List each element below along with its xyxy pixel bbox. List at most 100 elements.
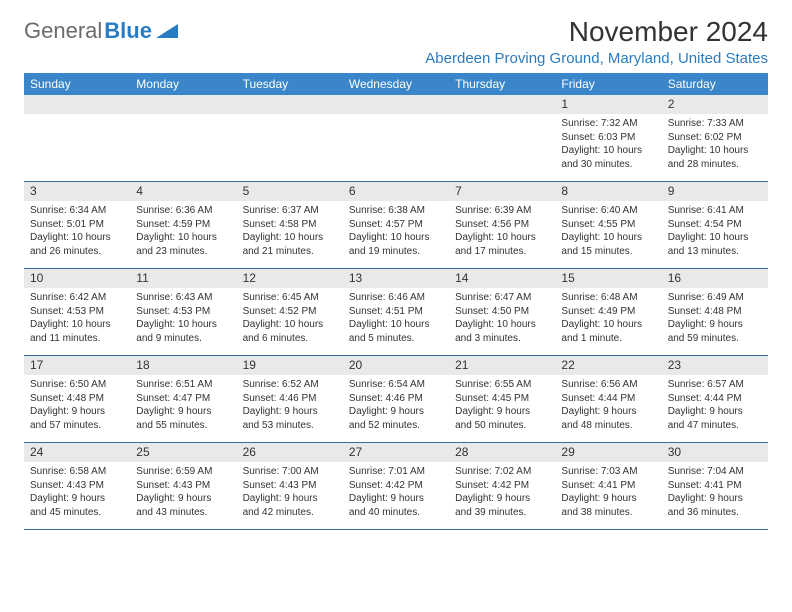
day-sunset: Sunset: 4:53 PM — [136, 305, 230, 319]
day-sunset: Sunset: 4:48 PM — [668, 305, 762, 319]
day-daylight1: Daylight: 10 hours — [349, 318, 443, 332]
day-daylight1: Daylight: 10 hours — [561, 318, 655, 332]
day-daylight2: and 45 minutes. — [30, 506, 124, 520]
day-details — [237, 114, 343, 181]
calendar-day-cell: 11Sunrise: 6:43 AMSunset: 4:53 PMDayligh… — [130, 269, 236, 356]
day-daylight2: and 47 minutes. — [668, 419, 762, 433]
day-sunset: Sunset: 4:48 PM — [30, 392, 124, 406]
day-details: Sunrise: 6:38 AMSunset: 4:57 PMDaylight:… — [343, 201, 449, 268]
day-daylight2: and 28 minutes. — [668, 158, 762, 172]
day-daylight1: Daylight: 10 hours — [243, 318, 337, 332]
day-sunrise: Sunrise: 7:02 AM — [455, 465, 549, 479]
day-daylight2: and 19 minutes. — [349, 245, 443, 259]
day-sunset: Sunset: 4:57 PM — [349, 218, 443, 232]
calendar-day-cell: 27Sunrise: 7:01 AMSunset: 4:42 PMDayligh… — [343, 443, 449, 530]
day-daylight2: and 11 minutes. — [30, 332, 124, 346]
day-header-row: Sunday Monday Tuesday Wednesday Thursday… — [24, 73, 768, 95]
calendar-day-cell: 7Sunrise: 6:39 AMSunset: 4:56 PMDaylight… — [449, 182, 555, 269]
day-sunrise: Sunrise: 6:48 AM — [561, 291, 655, 305]
day-daylight2: and 50 minutes. — [455, 419, 549, 433]
day-sunrise: Sunrise: 6:52 AM — [243, 378, 337, 392]
day-sunset: Sunset: 4:53 PM — [30, 305, 124, 319]
day-sunset: Sunset: 4:54 PM — [668, 218, 762, 232]
day-daylight2: and 9 minutes. — [136, 332, 230, 346]
day-daylight1: Daylight: 10 hours — [455, 231, 549, 245]
day-details: Sunrise: 6:37 AMSunset: 4:58 PMDaylight:… — [237, 201, 343, 268]
day-sunset: Sunset: 4:43 PM — [243, 479, 337, 493]
calendar-day-cell: 19Sunrise: 6:52 AMSunset: 4:46 PMDayligh… — [237, 356, 343, 443]
day-sunrise: Sunrise: 6:57 AM — [668, 378, 762, 392]
day-details: Sunrise: 6:52 AMSunset: 4:46 PMDaylight:… — [237, 375, 343, 442]
calendar-day-cell: 21Sunrise: 6:55 AMSunset: 4:45 PMDayligh… — [449, 356, 555, 443]
calendar-day-cell: 2Sunrise: 7:33 AMSunset: 6:02 PMDaylight… — [662, 95, 768, 182]
day-details: Sunrise: 6:39 AMSunset: 4:56 PMDaylight:… — [449, 201, 555, 268]
day-daylight1: Daylight: 9 hours — [561, 405, 655, 419]
day-details: Sunrise: 6:43 AMSunset: 4:53 PMDaylight:… — [130, 288, 236, 355]
day-daylight2: and 13 minutes. — [668, 245, 762, 259]
day-sunset: Sunset: 6:02 PM — [668, 131, 762, 145]
calendar-day-cell: 3Sunrise: 6:34 AMSunset: 5:01 PMDaylight… — [24, 182, 130, 269]
day-sunrise: Sunrise: 6:56 AM — [561, 378, 655, 392]
calendar-day-cell: 5Sunrise: 6:37 AMSunset: 4:58 PMDaylight… — [237, 182, 343, 269]
location-subtitle: Aberdeen Proving Ground, Maryland, Unite… — [425, 50, 768, 67]
calendar-day-cell — [24, 95, 130, 182]
day-number: 21 — [449, 356, 555, 375]
day-sunrise: Sunrise: 6:42 AM — [30, 291, 124, 305]
calendar-day-cell: 24Sunrise: 6:58 AMSunset: 4:43 PMDayligh… — [24, 443, 130, 530]
calendar-week-row: 24Sunrise: 6:58 AMSunset: 4:43 PMDayligh… — [24, 443, 768, 530]
day-number: 12 — [237, 269, 343, 288]
day-daylight1: Daylight: 9 hours — [243, 405, 337, 419]
day-daylight2: and 38 minutes. — [561, 506, 655, 520]
day-details: Sunrise: 6:58 AMSunset: 4:43 PMDaylight:… — [24, 462, 130, 529]
day-daylight1: Daylight: 10 hours — [243, 231, 337, 245]
day-sunset: Sunset: 4:47 PM — [136, 392, 230, 406]
day-sunset: Sunset: 4:59 PM — [136, 218, 230, 232]
day-number: 9 — [662, 182, 768, 201]
day-details: Sunrise: 6:55 AMSunset: 4:45 PMDaylight:… — [449, 375, 555, 442]
day-sunset: Sunset: 4:46 PM — [243, 392, 337, 406]
day-daylight1: Daylight: 10 hours — [455, 318, 549, 332]
title-block: November 2024 Aberdeen Proving Ground, M… — [425, 18, 768, 67]
day-header: Tuesday — [237, 73, 343, 95]
day-details: Sunrise: 7:03 AMSunset: 4:41 PMDaylight:… — [555, 462, 661, 529]
calendar-day-cell: 8Sunrise: 6:40 AMSunset: 4:55 PMDaylight… — [555, 182, 661, 269]
day-sunset: Sunset: 4:41 PM — [561, 479, 655, 493]
day-details: Sunrise: 6:54 AMSunset: 4:46 PMDaylight:… — [343, 375, 449, 442]
day-number: 30 — [662, 443, 768, 462]
day-daylight2: and 43 minutes. — [136, 506, 230, 520]
header: GeneralBlue November 2024 Aberdeen Provi… — [24, 18, 768, 67]
day-sunrise: Sunrise: 6:54 AM — [349, 378, 443, 392]
day-daylight1: Daylight: 9 hours — [455, 492, 549, 506]
day-details: Sunrise: 6:40 AMSunset: 4:55 PMDaylight:… — [555, 201, 661, 268]
day-header: Monday — [130, 73, 236, 95]
calendar-day-cell — [237, 95, 343, 182]
day-daylight2: and 15 minutes. — [561, 245, 655, 259]
day-daylight1: Daylight: 9 hours — [243, 492, 337, 506]
day-number — [130, 95, 236, 114]
day-daylight1: Daylight: 9 hours — [668, 318, 762, 332]
logo-text-blue: Blue — [104, 18, 152, 44]
logo-triangle-icon — [156, 24, 178, 38]
day-number: 26 — [237, 443, 343, 462]
day-number: 23 — [662, 356, 768, 375]
day-daylight2: and 48 minutes. — [561, 419, 655, 433]
calendar-day-cell: 18Sunrise: 6:51 AMSunset: 4:47 PMDayligh… — [130, 356, 236, 443]
day-details: Sunrise: 6:59 AMSunset: 4:43 PMDaylight:… — [130, 462, 236, 529]
day-sunset: Sunset: 4:44 PM — [561, 392, 655, 406]
day-details: Sunrise: 6:34 AMSunset: 5:01 PMDaylight:… — [24, 201, 130, 268]
day-number: 25 — [130, 443, 236, 462]
day-daylight1: Daylight: 10 hours — [561, 144, 655, 158]
day-number: 10 — [24, 269, 130, 288]
day-number: 18 — [130, 356, 236, 375]
calendar-day-cell: 28Sunrise: 7:02 AMSunset: 4:42 PMDayligh… — [449, 443, 555, 530]
day-daylight2: and 42 minutes. — [243, 506, 337, 520]
day-sunrise: Sunrise: 6:55 AM — [455, 378, 549, 392]
day-details — [449, 114, 555, 181]
day-sunrise: Sunrise: 6:43 AM — [136, 291, 230, 305]
calendar-day-cell: 26Sunrise: 7:00 AMSunset: 4:43 PMDayligh… — [237, 443, 343, 530]
day-daylight2: and 52 minutes. — [349, 419, 443, 433]
day-daylight2: and 59 minutes. — [668, 332, 762, 346]
day-details: Sunrise: 7:00 AMSunset: 4:43 PMDaylight:… — [237, 462, 343, 529]
day-sunrise: Sunrise: 6:34 AM — [30, 204, 124, 218]
day-number: 27 — [343, 443, 449, 462]
